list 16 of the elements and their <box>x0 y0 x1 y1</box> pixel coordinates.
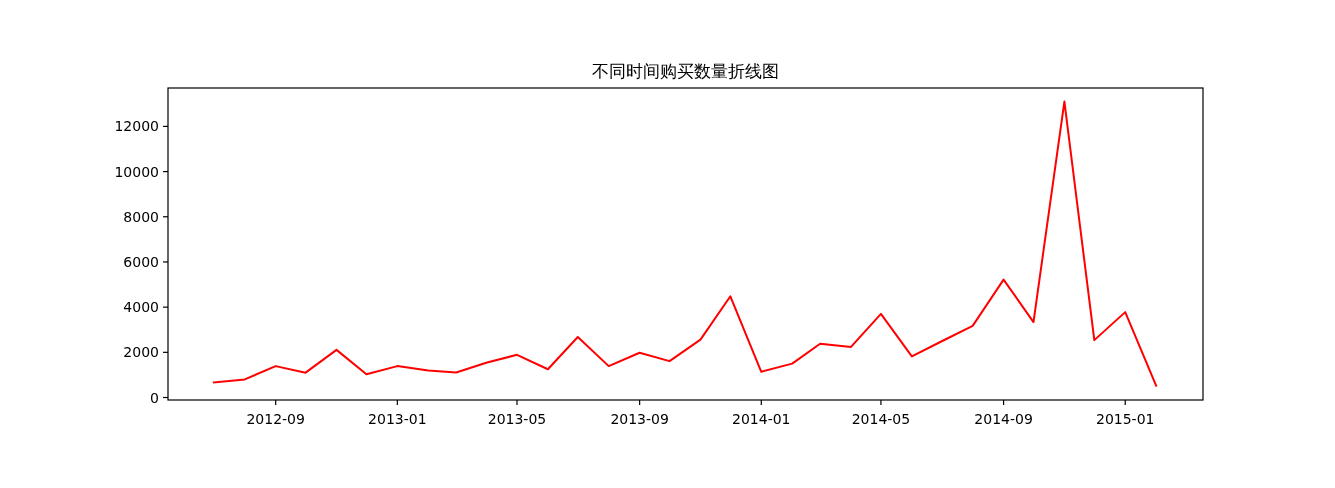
x-tick-label: 2014-09 <box>974 411 1033 427</box>
y-tick-label: 10000 <box>114 163 159 180</box>
y-tick-label: 12000 <box>114 118 159 135</box>
x-tick-label: 2014-01 <box>732 411 791 427</box>
title: 不同时间购买数量折线图 <box>592 61 779 81</box>
x-tick-label: 2015-01 <box>1096 411 1155 427</box>
y-tick-label: 8000 <box>123 208 159 225</box>
y-tick-label: 2000 <box>123 344 159 361</box>
x-tick-label: 2013-05 <box>487 411 547 427</box>
y-tick-label: 0 <box>150 389 159 406</box>
x-tick-label: 2013-01 <box>368 411 427 427</box>
y-tick-label: 4000 <box>123 299 159 316</box>
y-tick-label: 6000 <box>123 253 159 270</box>
x-tick-label: 2014-05 <box>851 411 911 427</box>
x-tick-label: 2013-09 <box>610 411 669 427</box>
x-tick-label: 2012-09 <box>246 411 305 427</box>
